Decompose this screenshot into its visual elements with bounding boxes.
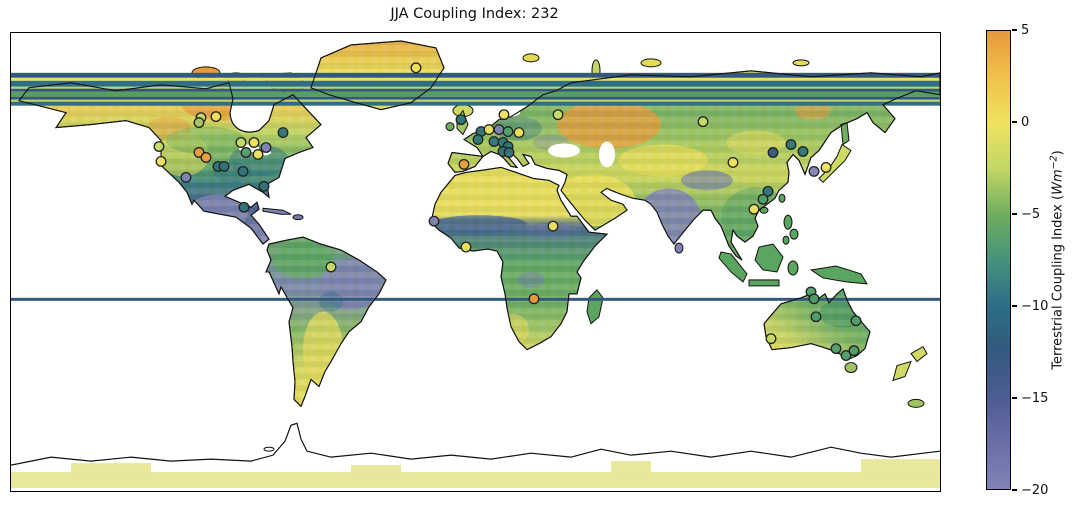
site-marker — [458, 158, 470, 170]
colorbar-tick-label: −20 — [1021, 482, 1049, 498]
site-marker — [503, 147, 515, 158]
site-marker — [218, 160, 230, 172]
site-marker — [748, 203, 760, 215]
colorbar-tick: −5 — [1012, 207, 1040, 221]
colorbar — [986, 30, 1011, 490]
antarctica — [11, 422, 940, 489]
antarctica-coastline — [11, 422, 940, 466]
stripe — [11, 101, 940, 106]
site-marker — [483, 124, 495, 136]
colorbar-tick: −20 — [1012, 483, 1048, 497]
site-marker — [810, 311, 822, 323]
site-marker — [193, 117, 205, 129]
stripe — [11, 86, 940, 89]
colorbar-tick-label: 5 — [1021, 22, 1030, 38]
site-marker — [840, 350, 852, 362]
stripe — [11, 96, 940, 100]
site-marker — [488, 136, 500, 147]
site-marker — [727, 157, 739, 168]
site-marker — [767, 147, 779, 158]
site-marker — [472, 134, 484, 145]
site-marker — [455, 114, 467, 126]
colorbar-tick: −15 — [1012, 391, 1048, 405]
colorbar-label-prefix: Terrestrial Coupling Index ( — [1050, 194, 1066, 370]
colorbar-label-unit: Wm — [1050, 169, 1066, 195]
colorbar-tick: 5 — [1012, 23, 1029, 37]
site-marker — [180, 171, 192, 183]
colorbar-tick-mark — [1012, 213, 1017, 215]
site-marker — [850, 315, 862, 327]
site-marker — [155, 156, 167, 167]
site-marker — [493, 124, 505, 136]
chart-title: JJA Coupling Index: 232 — [390, 6, 559, 22]
colorbar-axis-label: Terrestrial Coupling Index (Wm−2) — [1048, 150, 1065, 369]
latitude-line-rect — [11, 297, 940, 301]
colorbar-label-suffix: ) — [1050, 150, 1066, 156]
latitude-line — [11, 297, 940, 301]
colorbar-tick: −10 — [1012, 299, 1048, 313]
colorbar-tick-mark — [1012, 489, 1017, 491]
stripe — [11, 80, 940, 87]
site-marker — [240, 147, 252, 158]
site-marker — [252, 149, 264, 160]
site-marker — [513, 127, 525, 138]
stripe-band — [11, 72, 940, 106]
site-marker — [797, 146, 809, 157]
site-marker — [528, 293, 540, 305]
site-marker — [552, 109, 564, 121]
world-map — [11, 33, 940, 491]
stripe — [11, 77, 940, 81]
site-marker — [498, 109, 510, 121]
stripe — [11, 99, 940, 102]
site-marker — [697, 116, 709, 128]
site-marker — [325, 261, 337, 273]
site-marker — [237, 165, 249, 177]
colorbar-tick-label: −15 — [1021, 390, 1049, 406]
site-marker — [848, 345, 860, 357]
site-marker — [762, 185, 774, 197]
colorbar-label-exponent: −2 — [1048, 155, 1060, 170]
site-marker — [460, 241, 472, 253]
colorbar-tick: 0 — [1012, 115, 1029, 129]
site-marker — [153, 141, 165, 152]
site-marker — [258, 180, 270, 192]
colorbar-tick-label: −5 — [1021, 206, 1041, 222]
site-marker — [820, 161, 832, 173]
site-marker — [547, 220, 559, 232]
colorbar-tick-mark — [1012, 397, 1017, 399]
site-marker — [428, 215, 440, 227]
site-marker — [235, 137, 247, 148]
stripe — [11, 91, 940, 97]
site-marker — [210, 111, 222, 123]
site-marker — [785, 139, 797, 150]
site-marker — [765, 333, 777, 345]
colorbar-tick-mark — [1012, 305, 1017, 307]
site-marker — [808, 293, 820, 305]
site-marker — [200, 152, 212, 163]
map-axes — [10, 32, 941, 492]
site-marker — [757, 193, 769, 205]
site-marker — [238, 201, 250, 213]
colorbar-tick-label: −10 — [1021, 298, 1049, 314]
colorbar-tick-mark — [1012, 121, 1017, 123]
site-marker — [260, 142, 272, 153]
site-marker — [502, 126, 514, 137]
stripe — [11, 72, 940, 78]
stripe — [11, 88, 940, 92]
site-marker — [277, 127, 289, 138]
colorbar-ticks: 5 0 −5 −10 −15 −20 — [1012, 24, 1072, 497]
site-marker — [808, 165, 820, 177]
site-marker — [410, 62, 422, 74]
site-markers — [153, 62, 862, 362]
site-marker — [248, 137, 260, 148]
site-marker — [830, 343, 842, 355]
colorbar-tick-label: 0 — [1021, 114, 1030, 130]
colorbar-tick-mark — [1012, 29, 1017, 31]
